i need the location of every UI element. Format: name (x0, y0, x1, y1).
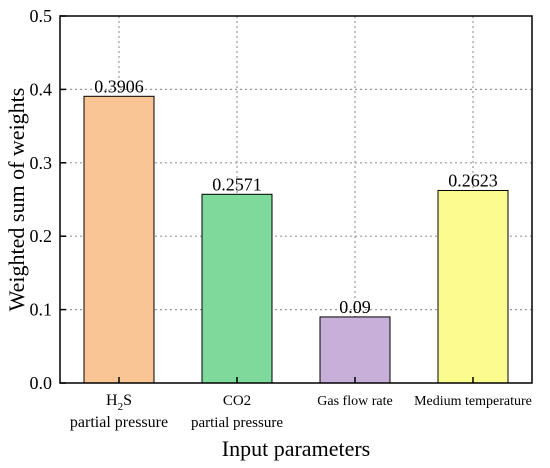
x-tick-label: Gas flow rate (317, 394, 392, 409)
y-tick-label: 0.0 (30, 373, 53, 393)
value-labels: 0.3906 0.2571 0.09 0.2623 (94, 76, 498, 317)
value-label: 0.2571 (212, 174, 262, 194)
x-tick-label: partial pressure (191, 415, 283, 431)
y-tick-label: 0.3 (30, 153, 53, 173)
y-axis-label: Weighted sum of weights (4, 88, 29, 312)
x-tick-label: partial pressure (70, 414, 168, 431)
bar (83, 95, 155, 384)
bars (83, 95, 509, 384)
value-label: 0.2623 (448, 170, 498, 190)
y-axis-ticks: 0.0 0.1 0.2 0.3 0.4 0.5 (30, 6, 66, 393)
y-tick-label: 0.1 (30, 300, 53, 320)
bar (319, 316, 391, 384)
x-axis-label: Input parameters (222, 436, 370, 461)
x-tick-label: Medium temperature (414, 394, 532, 409)
value-label: 0.09 (339, 297, 371, 317)
y-tick-label: 0.5 (30, 6, 53, 26)
x-tick-label: H2S (106, 392, 132, 413)
bar (437, 189, 509, 384)
value-label: 0.3906 (94, 76, 144, 96)
y-tick-label: 0.2 (30, 226, 53, 246)
bar (201, 193, 273, 384)
y-tick-label: 0.4 (30, 79, 53, 99)
plot-frame (59, 15, 533, 384)
x-tick-label: CO2 (223, 393, 251, 409)
